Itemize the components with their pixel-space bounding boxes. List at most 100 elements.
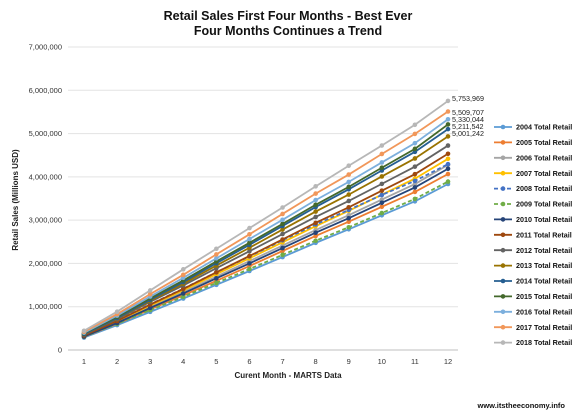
- data-point: [445, 143, 451, 148]
- series-line: [83, 183, 449, 339]
- x-axis-ticks: 1 2 3 4 5 6 7 8 9 10 11 12: [82, 357, 452, 366]
- legend-swatch-marker: [500, 170, 506, 176]
- data-point: [114, 309, 120, 314]
- data-point: [214, 280, 219, 286]
- end-value-label: 5,753,969: [452, 94, 484, 103]
- series-2011: [81, 151, 451, 338]
- data-point: [280, 252, 285, 258]
- series-line: [83, 144, 449, 336]
- data-point: [445, 134, 451, 139]
- legend-label: 2010 Total Retail: [516, 215, 572, 224]
- data-point: [180, 272, 186, 278]
- data-point: [214, 246, 219, 252]
- legend-swatch-marker: [500, 324, 506, 330]
- series-2010: [81, 166, 451, 339]
- series-2016: [81, 116, 451, 336]
- data-point: [412, 171, 418, 177]
- data-point: [247, 240, 252, 246]
- data-point: [280, 231, 285, 237]
- legend-entry: 2017 Total Retail: [494, 323, 572, 332]
- data-point: [180, 267, 186, 272]
- data-point: [313, 209, 318, 214]
- data-point: [346, 184, 352, 190]
- data-point: [81, 328, 87, 334]
- series-lines: [81, 98, 451, 340]
- legend-label: 2007 Total Retail: [516, 169, 572, 178]
- x-tick-label: 11: [411, 357, 419, 366]
- data-point: [346, 224, 352, 230]
- data-point: [412, 181, 418, 187]
- data-point: [346, 192, 352, 197]
- legend-entry: 2006 Total Retail: [494, 153, 572, 162]
- data-point: [379, 188, 385, 193]
- legend-label: 2004 Total Retail: [516, 123, 572, 132]
- x-tick-label: 12: [444, 357, 452, 366]
- legend-swatch-marker: [500, 340, 506, 345]
- data-point: [412, 185, 418, 190]
- legend-entry: 2010 Total Retail: [494, 215, 572, 224]
- data-point: [346, 163, 352, 169]
- data-point: [313, 197, 318, 203]
- data-point: [147, 288, 153, 293]
- x-tick-label: 4: [181, 357, 185, 366]
- series-line: [83, 180, 449, 338]
- series-line: [83, 110, 449, 333]
- legend-swatch-marker: [500, 278, 506, 284]
- series-line: [83, 118, 449, 334]
- x-tick-label: 3: [148, 357, 152, 366]
- legend-swatch-marker: [500, 232, 506, 238]
- data-point: [214, 256, 219, 261]
- data-point: [379, 143, 385, 148]
- data-point: [280, 217, 285, 223]
- legend-label: 2006 Total Retail: [516, 153, 572, 162]
- end-value-label: 5,330,044: [452, 115, 484, 124]
- data-point: [445, 116, 451, 122]
- data-point: [412, 140, 418, 146]
- data-point: [379, 197, 385, 202]
- legend-label: 2014 Total Retail: [516, 277, 572, 286]
- data-point: [247, 231, 252, 237]
- y-tick-label: 2,000,000: [29, 259, 62, 268]
- legend-label: 2017 Total Retail: [516, 323, 572, 332]
- x-tick-label: 7: [280, 357, 284, 366]
- data-point: [445, 166, 451, 172]
- legend-entry: 2011 Total Retail: [494, 230, 572, 239]
- legend-entry: 2013 Total Retail: [494, 261, 572, 270]
- data-point: [280, 205, 285, 210]
- legend-entry: 2016 Total Retail: [494, 307, 572, 316]
- series-line: [83, 164, 449, 337]
- x-tick-label: 1: [82, 357, 86, 366]
- data-point: [313, 214, 318, 220]
- data-point: [445, 151, 451, 157]
- data-point: [445, 171, 451, 177]
- end-value-label: 5,211,542: [452, 122, 483, 131]
- data-point: [313, 230, 318, 235]
- data-point: [247, 266, 252, 272]
- data-point: [313, 191, 318, 196]
- legend-swatch-marker: [500, 263, 506, 268]
- data-point: [412, 178, 418, 184]
- data-point: [346, 219, 352, 225]
- legend-swatch-marker: [500, 140, 506, 145]
- legend-entry: 2015 Total Retail: [494, 292, 572, 301]
- data-point: [445, 161, 451, 167]
- data-point: [214, 276, 219, 281]
- data-point: [379, 200, 385, 206]
- x-tick-label: 10: [378, 357, 386, 366]
- data-point: [313, 184, 318, 189]
- data-point: [346, 204, 352, 210]
- data-point: [346, 215, 352, 221]
- data-point: [280, 221, 285, 227]
- data-point: [180, 286, 186, 292]
- legend-entry: 2018 Total Retail: [494, 338, 572, 347]
- y-axis-title: Retail Sales (Millions USD): [11, 149, 20, 251]
- data-point: [445, 109, 451, 114]
- y-tick-label: 1,000,000: [29, 302, 62, 311]
- data-point: [445, 126, 451, 132]
- data-point: [379, 181, 385, 187]
- legend-label: 2008 Total Retail: [516, 184, 572, 193]
- legend-label: 2012 Total Retail: [516, 246, 572, 255]
- x-tick-label: 5: [214, 357, 218, 366]
- series-line: [83, 128, 449, 335]
- series-line: [83, 100, 449, 332]
